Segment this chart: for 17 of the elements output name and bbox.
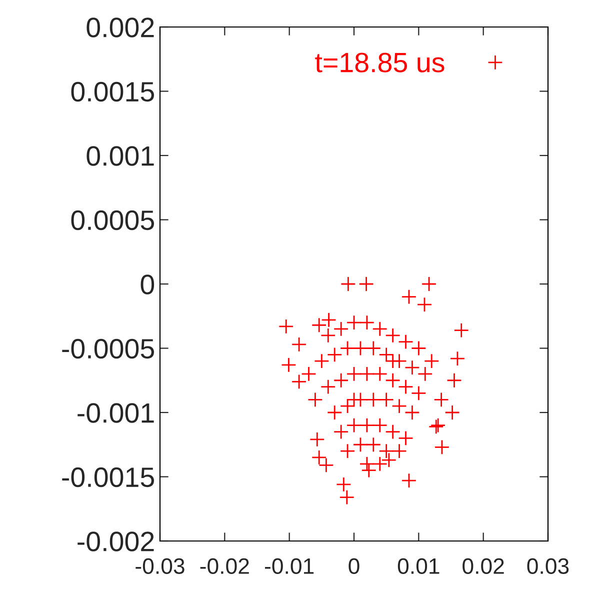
x-tick-label: -0.02 (200, 558, 249, 574)
x-tick-label: 0.02 (462, 558, 504, 574)
y-tick-label: -0.002 (78, 532, 154, 552)
x-tick-label: -0.01 (264, 558, 314, 574)
x-tick-label: 0 (348, 558, 360, 574)
x-tick-label: 0.03 (527, 558, 569, 574)
y-tick-label: -0.001 (78, 403, 154, 423)
y-tick-label: -0.0015 (62, 467, 154, 488)
y-tick-label: 0 (140, 274, 154, 294)
y-tick-label: 0.0015 (71, 82, 154, 102)
y-tick-label: 0.002 (86, 18, 154, 38)
x-tick-label: -0.03 (136, 558, 184, 574)
x-tick-label: 0.01 (398, 558, 440, 574)
y-tick-label: 0.001 (86, 146, 154, 166)
legend-label: t=18.85 us (315, 52, 444, 72)
y-tick-label: -0.0005 (62, 338, 154, 359)
y-tick-label: 0.0005 (71, 210, 154, 230)
